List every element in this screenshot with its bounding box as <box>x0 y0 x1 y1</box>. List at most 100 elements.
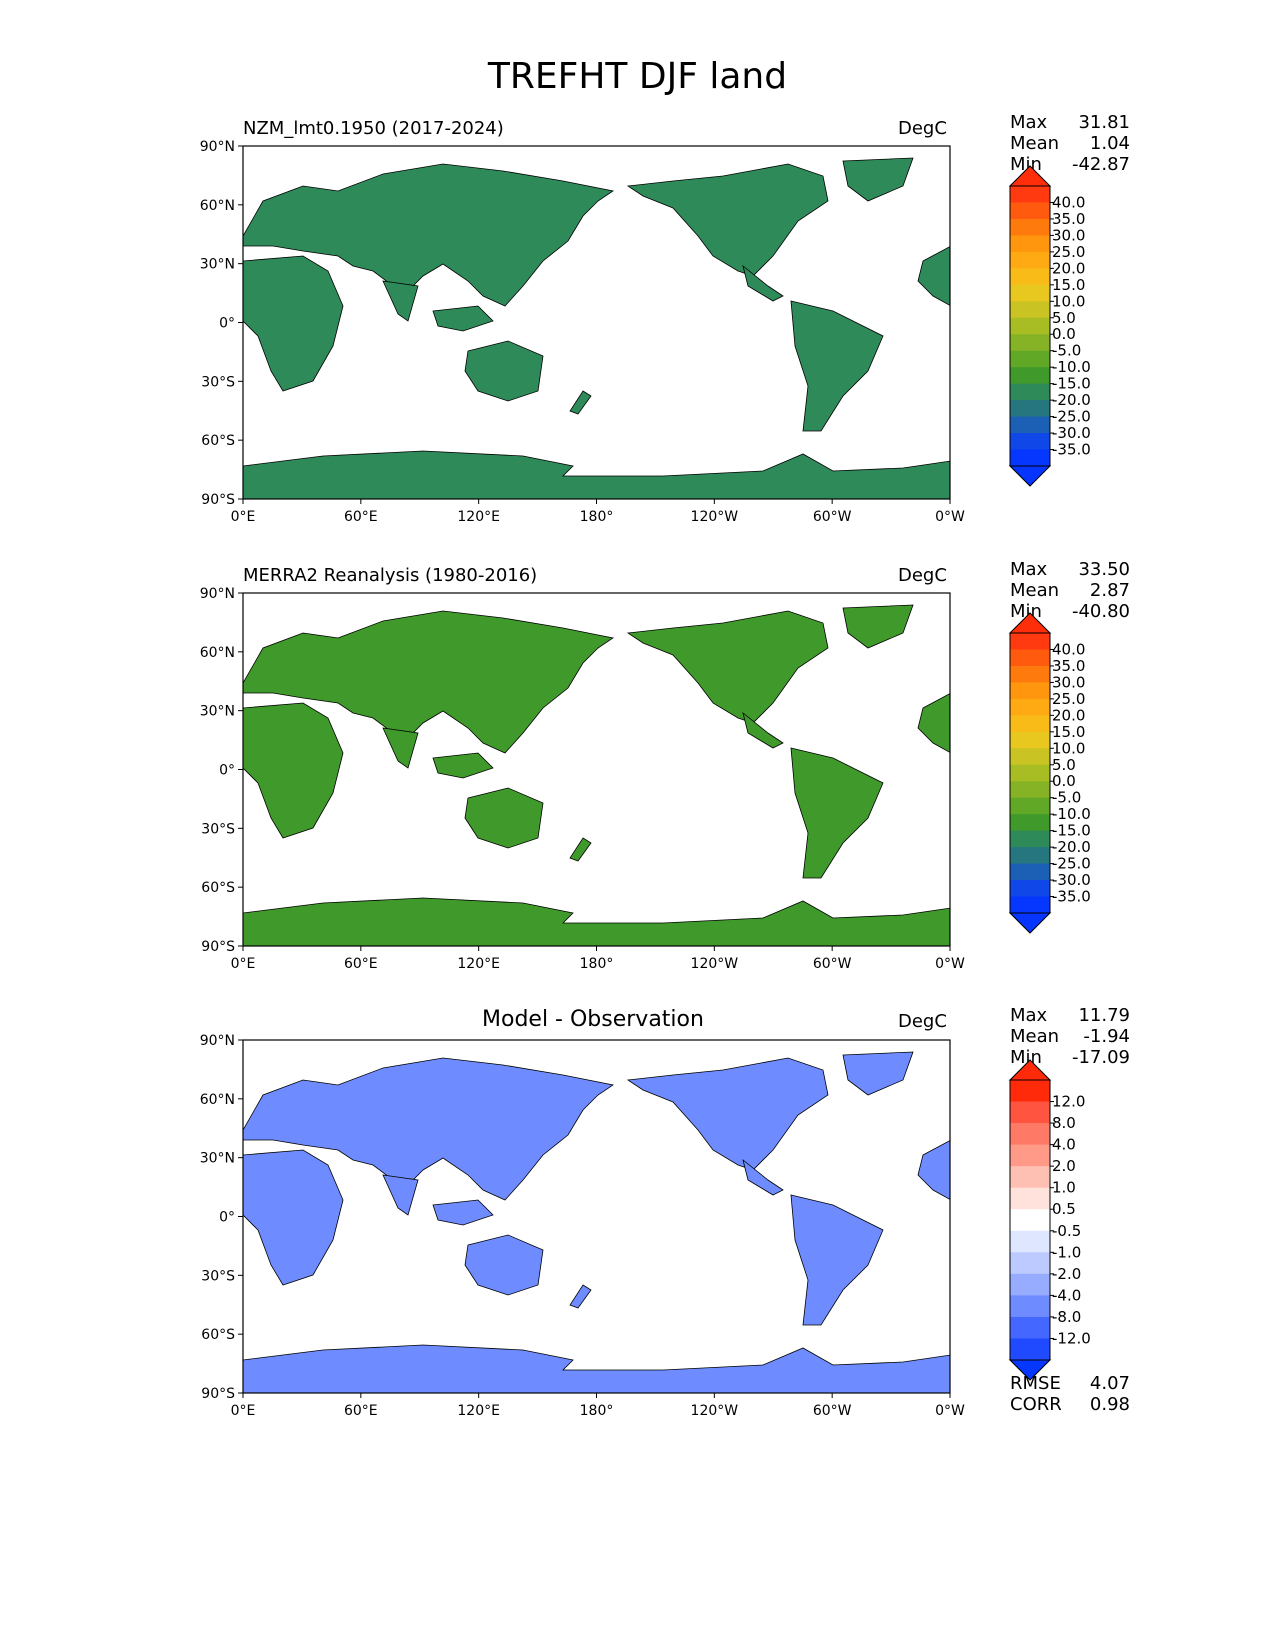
lon-tick-label: 120°E <box>457 956 500 972</box>
colorbar-swatch <box>1010 1295 1050 1318</box>
colorbar-frame <box>1009 1079 1051 1361</box>
lat-tick-label: 60°N <box>200 645 235 661</box>
lat-tick-label: 30°N <box>200 1151 235 1167</box>
mean-label: Mean <box>1010 1026 1060 1047</box>
land-mass <box>243 1051 950 1393</box>
colorbar-tick-label: -30.0 <box>1052 424 1091 442</box>
colorbar-swatch <box>1010 764 1050 782</box>
colorbar-tick-label: -25.0 <box>1052 855 1091 873</box>
colorbar-swatch <box>1010 218 1050 236</box>
lon-tick-label: 60°E <box>344 509 378 525</box>
lon-tick-label: 0°W <box>935 1403 965 1419</box>
panel-1-mean: Mean 1.04 <box>1010 133 1130 155</box>
panel-2-title: MERRA2 Reanalysis (1980-2016) <box>243 565 538 586</box>
colorbar-swatch <box>1010 400 1050 418</box>
colorbar-swatch <box>1010 814 1050 832</box>
colorbar-tick-label: 25.0 <box>1052 243 1085 261</box>
lat-tick-label: 0° <box>219 1210 235 1226</box>
colorbar-tick-label: -35.0 <box>1052 441 1091 459</box>
corr-value: 0.98 <box>1089 1394 1130 1415</box>
colorbar-tick-label: -20.0 <box>1052 838 1091 856</box>
colorbar-top-arrow <box>1008 165 1052 187</box>
lat-tick-label: 90°S <box>201 492 235 508</box>
rmse-label: RMSE <box>1010 1373 1061 1394</box>
colorbar-tick-label: 2.0 <box>1052 1157 1076 1175</box>
lat-tick-label: 30°N <box>200 257 235 273</box>
colorbar-tick-label: -12.0 <box>1052 1329 1091 1347</box>
max-label: Max <box>1010 559 1048 580</box>
lat-tick-label: 30°S <box>201 821 235 837</box>
colorbar-frame <box>1009 632 1051 914</box>
colorbar-tick-label: 20.0 <box>1052 706 1085 724</box>
panel-3-max: Max 11.79 <box>1010 1005 1130 1027</box>
panel-3-title: Model - Observation <box>482 1007 704 1032</box>
colorbar-tick-label: -0.5 <box>1052 1222 1081 1240</box>
colorbar-tick-label: 35.0 <box>1052 657 1085 675</box>
colorbar-tick-label: 40.0 <box>1052 640 1085 658</box>
colorbar-tick-label: -1.0 <box>1052 1243 1081 1261</box>
colorbar-swatch <box>1010 1209 1050 1232</box>
colorbar-frame <box>1009 185 1051 467</box>
lat-tick-label: 90°N <box>200 586 235 602</box>
colorbar-swatch <box>1010 416 1050 434</box>
lat-tick-label: 0° <box>219 763 235 779</box>
colorbar-bottom-arrow <box>1008 465 1052 487</box>
colorbar-bottom-arrow <box>1008 912 1052 934</box>
colorbar-top-arrow <box>1008 1059 1052 1081</box>
colorbar-tick-label: 15.0 <box>1052 723 1085 741</box>
colorbar-tick-label: -5.0 <box>1052 789 1081 807</box>
lat-tick-label: 30°S <box>201 374 235 390</box>
colorbar-swatch <box>1010 1144 1050 1167</box>
colorbar-swatch <box>1010 235 1050 253</box>
lat-tick-label: 60°S <box>201 433 235 449</box>
colorbar-tick-label: -15.0 <box>1052 822 1091 840</box>
colorbar-tick-label: 25.0 <box>1052 690 1085 708</box>
colorbar-swatch <box>1010 880 1050 898</box>
colorbar-tick-label: -4.0 <box>1052 1286 1081 1304</box>
colorbar-tick-label: -15.0 <box>1052 375 1091 393</box>
colorbar-tick-label: 0.0 <box>1052 772 1076 790</box>
lon-tick-label: 120°W <box>691 509 739 525</box>
min-label: Min <box>1010 1047 1042 1068</box>
panel-1-units: DegC <box>898 118 947 139</box>
max-label: Max <box>1010 1005 1048 1026</box>
lat-tick-label: 0° <box>219 316 235 332</box>
lon-tick-label: 0°E <box>231 956 256 972</box>
lat-tick-label: 90°N <box>200 139 235 155</box>
land-mass <box>243 604 950 946</box>
colorbar-swatch <box>1010 1187 1050 1210</box>
colorbar-swatch <box>1010 301 1050 319</box>
lon-tick-label: 60°E <box>344 1403 378 1419</box>
colorbar-swatch <box>1010 847 1050 865</box>
colorbar-swatch <box>1010 284 1050 302</box>
colorbar-swatch <box>1010 863 1050 881</box>
mean-label: Mean <box>1010 133 1060 154</box>
panel-3-min: Min -17.09 <box>1010 1047 1130 1069</box>
colorbar-tick-label: 35.0 <box>1052 210 1085 228</box>
colorbar-swatch <box>1010 748 1050 766</box>
colorbar-swatch <box>1010 682 1050 700</box>
colorbar-swatch <box>1010 202 1050 220</box>
colorbar-swatch <box>1010 367 1050 385</box>
colorbar-tick-label: 0.5 <box>1052 1200 1076 1218</box>
mean-value: 1.04 <box>1089 133 1130 154</box>
colorbar-swatch <box>1010 1338 1050 1361</box>
colorbar-tick-label: 4.0 <box>1052 1136 1076 1154</box>
lon-tick-label: 60°W <box>813 1403 852 1419</box>
colorbar-swatch <box>1010 633 1050 650</box>
max-label: Max <box>1010 112 1048 133</box>
lat-tick-label: 90°S <box>201 1386 235 1402</box>
colorbar-tick-label: -10.0 <box>1052 805 1091 823</box>
colorbar-swatch <box>1010 251 1050 269</box>
lat-tick-label: 60°S <box>201 880 235 896</box>
lon-tick-label: 120°E <box>457 1403 500 1419</box>
min-value: -42.87 <box>1071 154 1130 175</box>
colorbar-swatch <box>1010 1080 1050 1103</box>
panel-3-units: DegC <box>898 1011 947 1032</box>
lat-tick-label: 90°S <box>201 939 235 955</box>
lat-tick-label: 60°S <box>201 1327 235 1343</box>
colorbar-tick-label: -5.0 <box>1052 342 1081 360</box>
colorbar-swatch <box>1010 268 1050 286</box>
colorbar-tick-label: 5.0 <box>1052 309 1076 327</box>
